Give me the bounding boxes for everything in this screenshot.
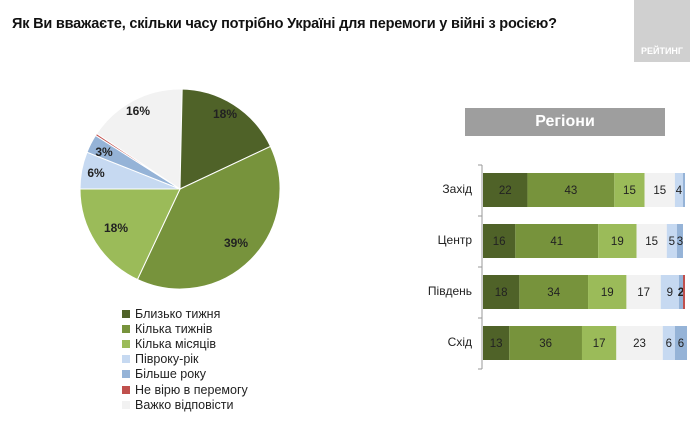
legend-swatch: [122, 400, 130, 409]
bar-data-label: 6: [666, 338, 672, 350]
bar-data-label: 22: [499, 185, 512, 197]
bar-data-label: 15: [645, 236, 658, 248]
bar-data-label: 19: [611, 236, 624, 248]
legend-item: Важко відповісти: [122, 397, 248, 412]
pie-data-label: 3%: [95, 145, 113, 159]
bar-segment: [616, 326, 663, 360]
legend-item: Близько тижня: [122, 306, 248, 321]
bar-data-label: 6: [678, 338, 684, 350]
region-label: Захід: [442, 182, 472, 196]
bar-segment: [666, 224, 677, 258]
bar-segment: [614, 173, 645, 207]
bar-segment: [644, 173, 675, 207]
bar-segment: [682, 275, 685, 309]
bar-data-label: 17: [593, 338, 606, 350]
bar-segment: [662, 326, 675, 360]
bar-data-label: 16: [493, 236, 506, 248]
legend-label: Більше року: [135, 367, 207, 382]
bar-segment: [598, 224, 637, 258]
pie-legend: Близько тижня Кілька тижнів Кілька місяців…: [122, 306, 248, 412]
pie-slice: [79, 188, 181, 281]
legend-swatch: [122, 385, 130, 394]
bar-data-label: 5: [669, 236, 675, 248]
bar-segment: [581, 326, 617, 360]
legend-label: Не вірю в перемогу: [135, 382, 248, 397]
bar-segment: [674, 326, 688, 360]
legend-swatch: [122, 355, 130, 364]
legend-swatch: [122, 324, 130, 333]
region-label: Центр: [437, 233, 472, 247]
bar-segment: [588, 275, 627, 309]
bar-data-label: 43: [564, 185, 577, 197]
bar-data-label: 2: [678, 287, 684, 299]
bar-data-label: 18: [495, 287, 508, 299]
bar-segment: [674, 173, 683, 207]
bar-data-label: 15: [623, 185, 636, 197]
bar-segment: [678, 275, 683, 309]
legend-swatch: [122, 339, 130, 348]
bar-segment: [660, 275, 679, 309]
region-label: Південь: [427, 284, 472, 298]
bar-data-label: 13: [490, 338, 503, 350]
bar-data-label: 4: [676, 185, 683, 197]
legend-item: Більше року: [122, 367, 248, 382]
bar-data-label: 9: [667, 287, 673, 299]
bar-data-label: 34: [547, 287, 560, 299]
bar-data-label: 41: [550, 236, 563, 248]
legend-swatch: [122, 370, 130, 379]
legend-item: Кілька місяців: [122, 336, 248, 351]
legend-label: Кілька тижнів: [135, 321, 213, 336]
legend-swatch: [122, 309, 130, 318]
pie-data-label: 39%: [224, 236, 248, 250]
bar-data-label: 36: [539, 338, 552, 350]
bar-data-label: 3: [677, 236, 683, 248]
logo-text: РЕЙТИНГ: [640, 46, 684, 56]
bar-segment: [636, 224, 667, 258]
pie-data-label: 18%: [213, 107, 237, 121]
bar-data-label: 23: [633, 338, 646, 350]
legend-item: Не вірю в перемогу: [122, 382, 248, 397]
legend-label: Кілька місяців: [135, 336, 216, 351]
legend-item: Кілька тижнів: [122, 321, 248, 336]
rating-logo: РЕЙТИНГ: [634, 0, 690, 62]
bar-segment: [483, 173, 528, 207]
region-label: Схід: [447, 335, 472, 349]
pie-data-label: 18%: [104, 221, 128, 235]
bar-data-label: 15: [653, 185, 666, 197]
pie-slice: [136, 145, 281, 290]
bar-segment: [483, 224, 516, 258]
regions-header: Регіони: [465, 108, 665, 136]
legend-label: Близько тижня: [135, 306, 221, 321]
bar-segment: [483, 275, 520, 309]
pie-slice: [96, 88, 183, 190]
bar-segment: [527, 173, 615, 207]
bar-segment: [483, 326, 510, 360]
bar-data-label: 19: [601, 287, 614, 299]
bar-segment: [676, 224, 683, 258]
pie-data-label: 16%: [126, 104, 150, 118]
bar-segment: [509, 326, 582, 360]
pie-data-label: 6%: [87, 166, 105, 180]
legend-item: Півроку-рік: [122, 352, 248, 367]
pie-slice: [179, 88, 272, 190]
legend-label: Важко відповісти: [135, 397, 234, 412]
bar-segment: [515, 224, 599, 258]
chart-title: Як Ви вважаєте, скільки часу потрібно Ук…: [12, 16, 557, 32]
legend-label: Півроку-рік: [135, 352, 199, 367]
bar-segment: [682, 173, 685, 207]
bar-segment: [519, 275, 589, 309]
bar-segment: [626, 275, 661, 309]
bar-data-label: 17: [637, 287, 650, 299]
